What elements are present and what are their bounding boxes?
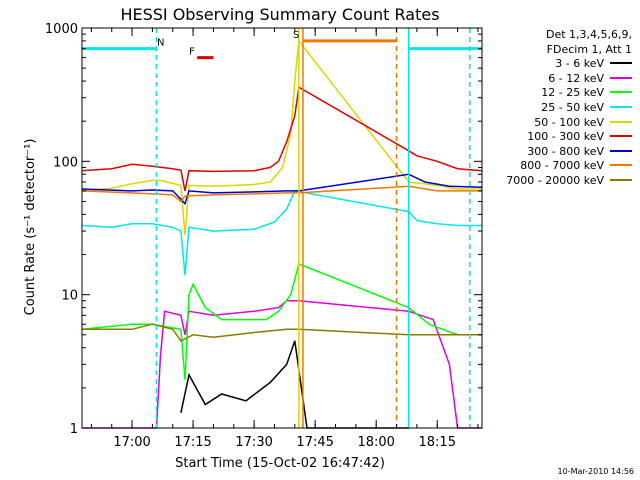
series-line-7 [81, 185, 482, 203]
y-tick-label-0: 1 [70, 422, 78, 437]
legend-swatch-2 [610, 91, 632, 94]
legend-label-2: 12 - 25 keV [541, 86, 604, 100]
legend-swatch-1 [610, 76, 632, 79]
x-tick-label-2: 17:30 [235, 435, 272, 450]
series-line-0 [180, 340, 409, 429]
legend-entry-3: 25 - 50 keV [506, 101, 632, 116]
legend-entry-8: 7000 - 20000 keV [506, 174, 632, 189]
x-axis-label: Start Time (15-Oct-02 16:47:42) [175, 456, 385, 471]
marker-layer [155, 28, 471, 428]
legend-entry-2: 12 - 25 keV [506, 86, 632, 101]
legend-header-line-1: FDecim 1, Att 1 [546, 42, 632, 56]
y-tick-label-2: 100 [53, 155, 78, 170]
x-tick-label-1: 17:15 [174, 435, 211, 450]
plot-frame [81, 27, 483, 429]
legend-label-7: 800 - 7000 keV [520, 159, 604, 173]
legend-label-4: 50 - 100 keV [534, 115, 604, 129]
legend-swatch-4 [610, 120, 632, 123]
chart-title: HESSI Observing Summary Count Rates [120, 5, 439, 24]
series-layer [81, 38, 483, 429]
legend-entry-5: 100 - 300 keV [506, 130, 632, 145]
legend-label-6: 300 - 800 keV [527, 144, 604, 158]
legend-entry-0: 3 - 6 keV [506, 57, 632, 72]
legend: Det 1,3,4,5,6,9, FDecim 1, Att 1 3 - 6 ke… [506, 28, 632, 189]
series-line-8 [82, 323, 482, 342]
legend-entry-4: 50 - 100 keV [506, 116, 632, 131]
legend-header-line-0: Det 1,3,4,5,6,9, [545, 28, 632, 41]
legend-swatch-3 [610, 105, 632, 108]
legend-header: Det 1,3,4,5,6,9, FDecim 1, Att 1 [506, 28, 632, 57]
legend-swatch-7 [610, 164, 632, 167]
x-tick-label-5: 18:15 [419, 435, 456, 450]
series-line-1 [82, 300, 482, 429]
legend-swatch-6 [610, 149, 632, 152]
annotation-label-0: N [157, 38, 164, 49]
annotation-layer: N F S [82, 30, 482, 60]
series-line-6 [81, 173, 483, 206]
annotation-label-2: S [293, 30, 299, 41]
x-tick-label-4: 18:00 [357, 435, 394, 450]
axes-layer: 1 10 100 1000 17:00 17:15 17:30 17:45 18:00 18:15 [45, 22, 483, 450]
legend-label-1: 6 - 12 keV [548, 71, 604, 85]
y-tick-label-1: 10 [61, 289, 78, 304]
x-tick-label-3: 17:45 [296, 435, 333, 450]
annotation-label-1: F [189, 47, 195, 58]
legend-swatch-8 [610, 178, 632, 181]
legend-entries: 3 - 6 keV 6 - 12 keV 12 - 25 keV 25 - 50 ke… [506, 57, 632, 188]
series-line-5 [81, 85, 483, 192]
legend-swatch-0 [610, 62, 632, 65]
legend-swatch-5 [610, 135, 632, 138]
legend-entry-6: 300 - 800 keV [506, 145, 632, 160]
legend-label-3: 25 - 50 keV [541, 100, 604, 114]
y-tick-label-3: 1000 [45, 22, 78, 37]
y-axis-label: Count Rate (s⁻¹ detector⁻¹) [23, 139, 38, 316]
x-tick-label-0: 17:00 [113, 435, 150, 450]
legend-label-0: 3 - 6 keV [555, 57, 604, 71]
series-line-3 [81, 190, 482, 276]
series-line-2 [81, 262, 482, 380]
footer-timestamp: 10-Mar-2010 14:56 [557, 467, 635, 476]
legend-label-8: 7000 - 20000 keV [506, 173, 604, 187]
legend-entry-7: 800 - 7000 keV [506, 159, 632, 174]
legend-label-5: 100 - 300 keV [527, 130, 604, 144]
series-line-4 [81, 38, 482, 236]
legend-entry-1: 6 - 12 keV [506, 72, 632, 87]
